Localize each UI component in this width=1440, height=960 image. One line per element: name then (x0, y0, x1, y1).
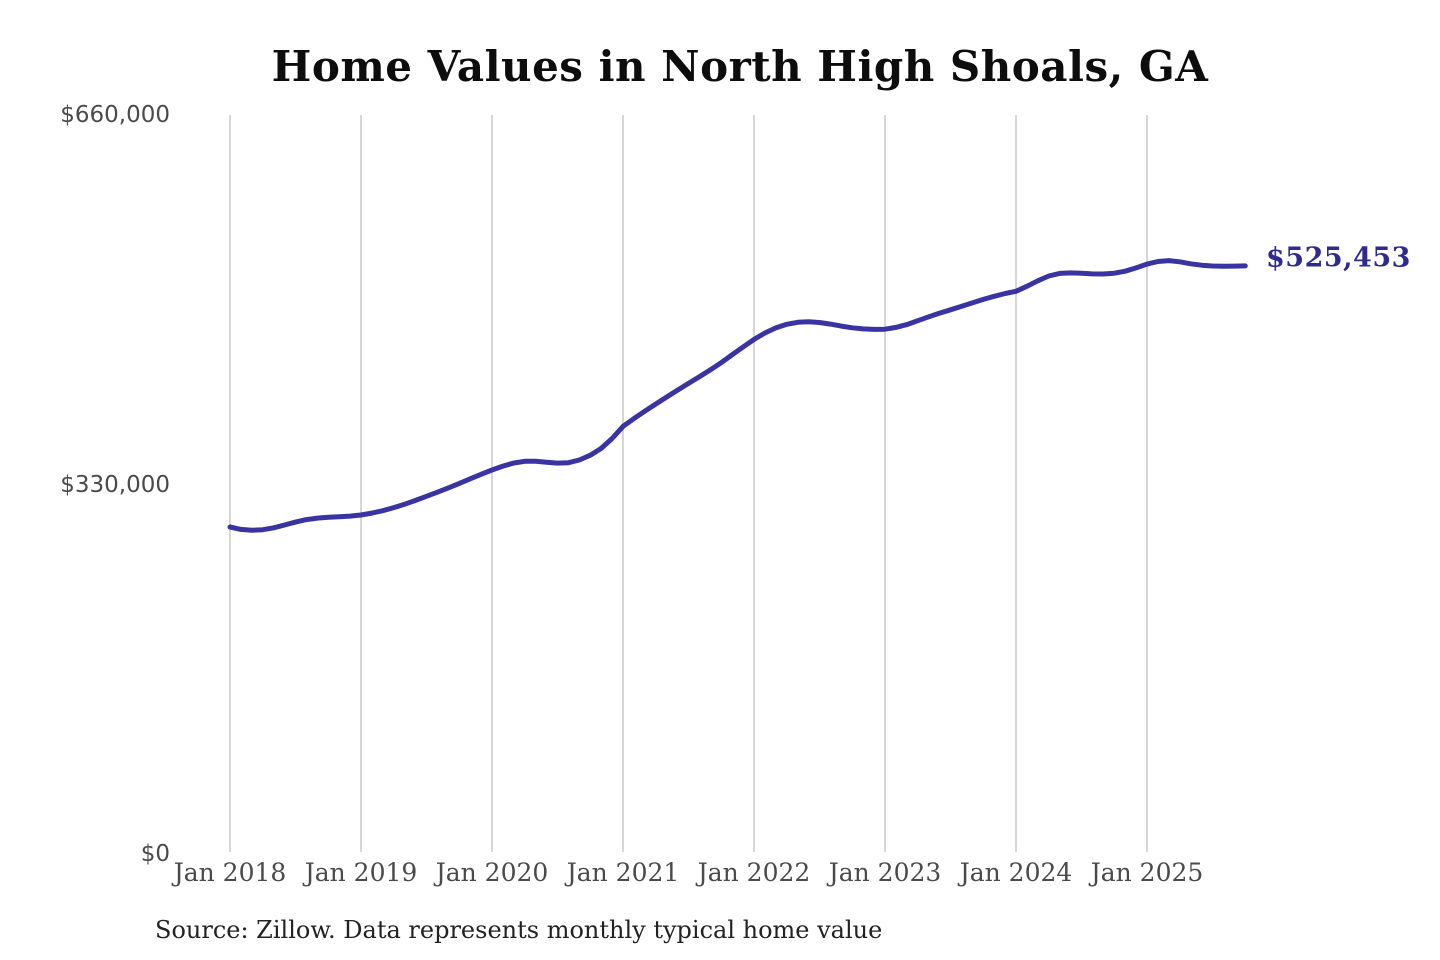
x-axis-tick-jan-2021: Jan 2021 (566, 858, 680, 887)
x-axis-tick-jan-2019: Jan 2019 (304, 858, 418, 887)
y-axis-tick-660000: $660,000 (60, 102, 170, 128)
x-axis-tick-jan-2023: Jan 2023 (828, 858, 942, 887)
y-axis-tick-0: $0 (140, 841, 170, 867)
x-axis-tick-jan-2020: Jan 2020 (435, 858, 549, 887)
source-note: Source: Zillow. Data represents monthly … (155, 916, 883, 944)
x-axis-tick-jan-2022: Jan 2022 (697, 858, 811, 887)
chart-title: Home Values in North High Shoals, GA (271, 42, 1209, 91)
x-axis-tick-jan-2024: Jan 2024 (959, 858, 1073, 887)
final-value-label: $525,453 (1266, 242, 1411, 274)
x-axis-tick-jan-2018: Jan 2018 (173, 858, 287, 887)
x-axis-tick-jan-2025: Jan 2025 (1090, 858, 1204, 887)
home-value-line (227, 258, 1248, 533)
y-axis-tick-330000: $330,000 (60, 472, 170, 498)
